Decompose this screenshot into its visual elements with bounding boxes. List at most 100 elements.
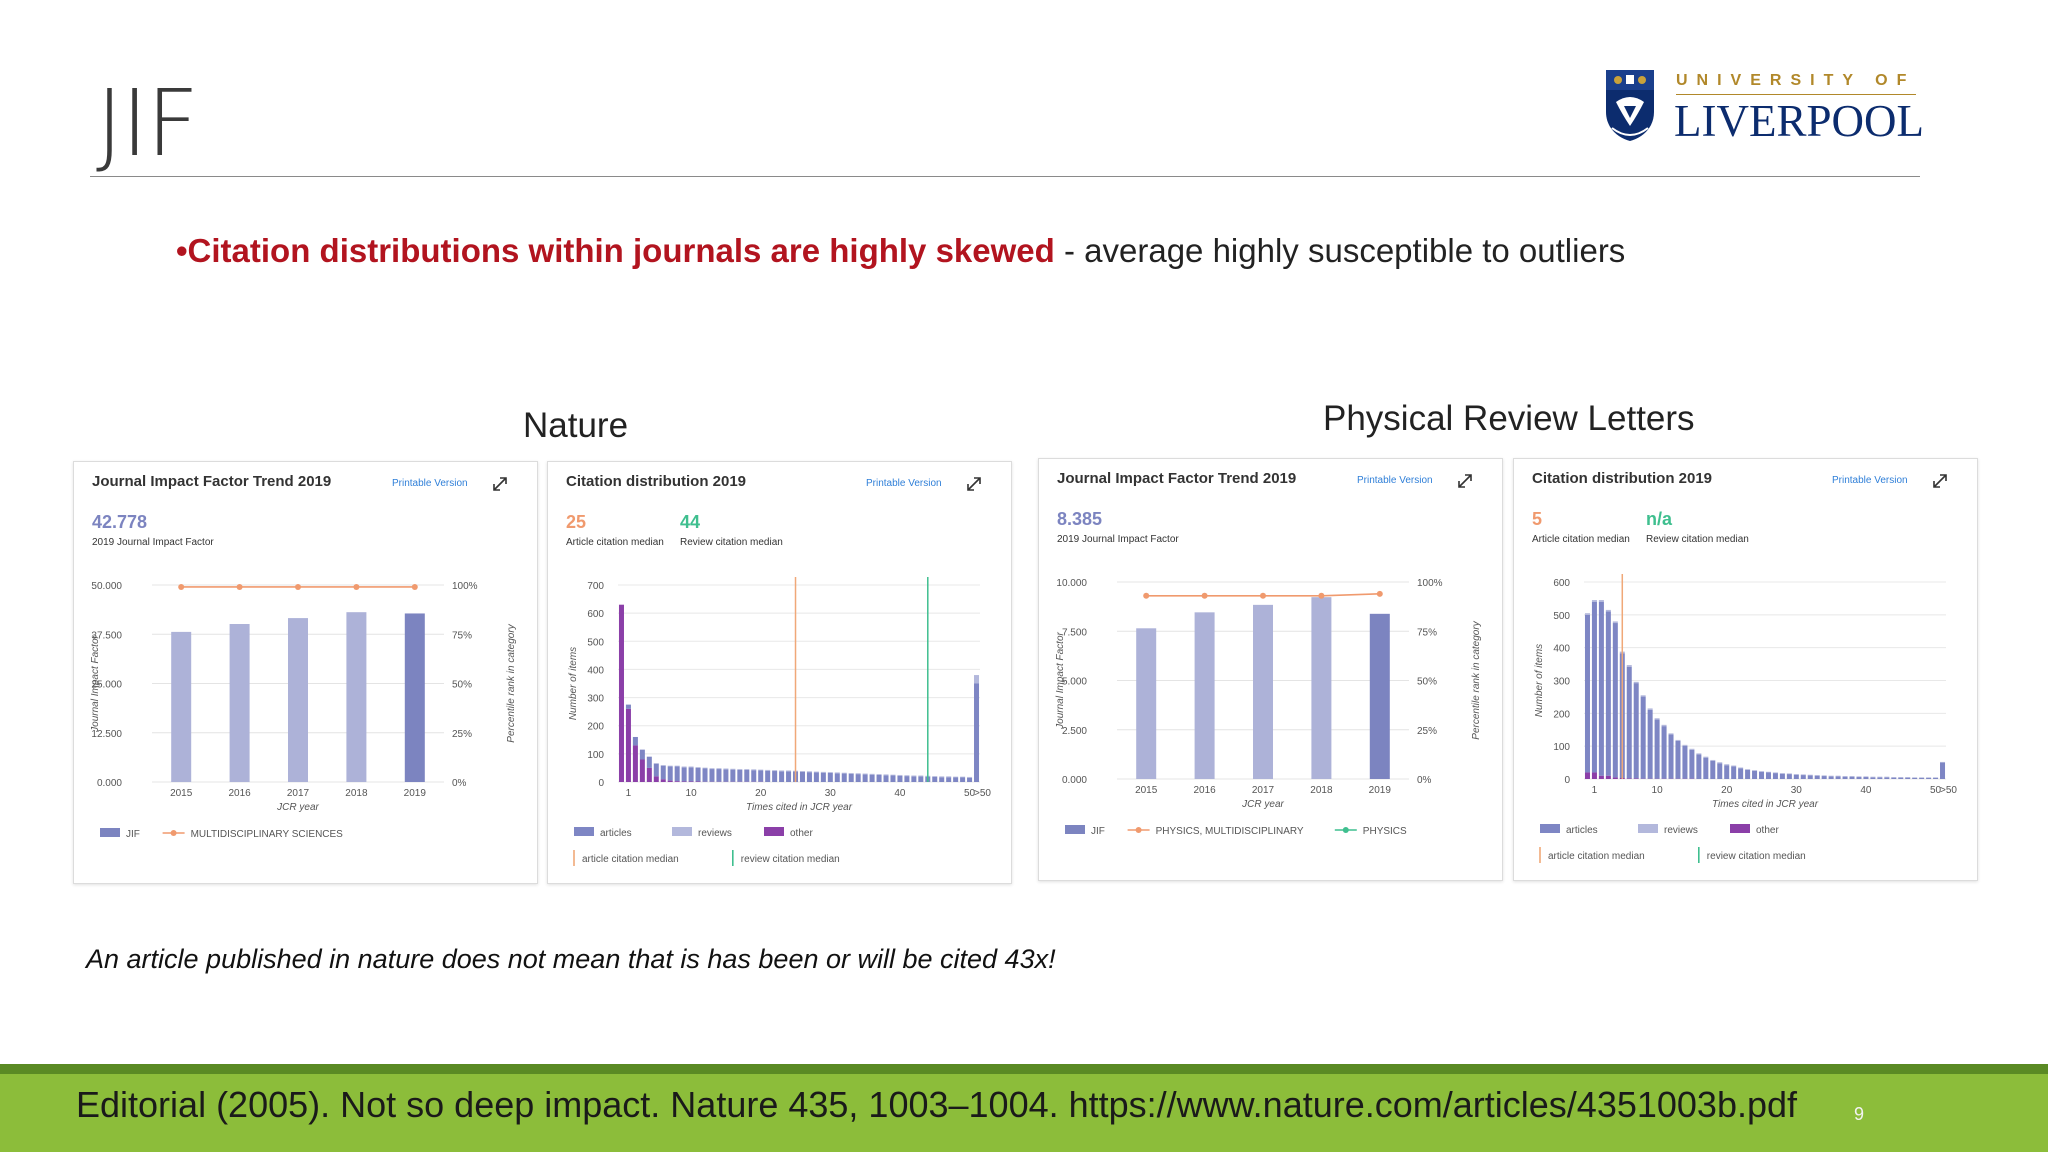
reviews-bar bbox=[1765, 771, 1771, 773]
expand-icon[interactable] bbox=[1933, 474, 1947, 488]
legend-label: other bbox=[1756, 825, 1779, 836]
legend-swatch bbox=[1065, 825, 1085, 834]
printable-version-link[interactable]: Printable Version bbox=[1357, 475, 1433, 486]
right-axis-label: Percentile rank in category bbox=[506, 623, 517, 742]
bullet-bold-text: •Citation distributions within journals … bbox=[176, 232, 1055, 269]
reviews-bar bbox=[1891, 777, 1897, 778]
reviews-bar bbox=[1605, 609, 1611, 612]
articles-bar bbox=[1905, 777, 1911, 779]
title-divider bbox=[90, 176, 1920, 177]
expand-icon[interactable] bbox=[1458, 474, 1472, 488]
y-tick-label: 0 bbox=[598, 778, 604, 789]
jif-bar bbox=[229, 624, 250, 782]
articles-bar bbox=[862, 774, 868, 782]
legend-label: review citation median bbox=[741, 854, 840, 865]
legend-swatch bbox=[1730, 824, 1750, 833]
articles-bar bbox=[688, 767, 694, 782]
legend-swatch bbox=[1638, 824, 1658, 833]
articles-bar bbox=[904, 776, 910, 782]
articles-bar bbox=[1793, 774, 1799, 779]
articles-bar bbox=[1731, 766, 1737, 779]
x-tick-label: 2017 bbox=[1252, 785, 1275, 796]
right-tick-label: 100% bbox=[1417, 578, 1443, 589]
reviews-bar bbox=[1877, 776, 1883, 778]
legend-label: article citation median bbox=[1548, 851, 1645, 862]
x-tick-label: 40 bbox=[1860, 785, 1872, 796]
x-tick-label: 20 bbox=[755, 788, 767, 799]
jif-value: 8.385 bbox=[1057, 509, 1102, 529]
y-tick-label: 7.500 bbox=[1062, 627, 1087, 638]
articles-bar bbox=[953, 777, 959, 782]
articles-bar bbox=[974, 683, 980, 782]
articles-bar bbox=[1626, 666, 1632, 779]
reviews-bar bbox=[688, 766, 694, 768]
articles-bar bbox=[1738, 768, 1744, 779]
x-axis-label: Times cited in JCR year bbox=[746, 802, 853, 813]
articles-bar bbox=[1786, 774, 1792, 779]
other-bar bbox=[660, 779, 666, 782]
jif-bar bbox=[346, 612, 367, 782]
jif-bar bbox=[1253, 604, 1273, 779]
panel-title: Journal Impact Factor Trend 2019 bbox=[1057, 470, 1296, 487]
articles-bar bbox=[1724, 765, 1730, 779]
articles-bar bbox=[1703, 757, 1709, 779]
other-bar bbox=[1584, 772, 1590, 779]
reviews-bar bbox=[1772, 772, 1778, 774]
y-tick-label: 200 bbox=[1553, 709, 1570, 720]
reviews-bar bbox=[855, 773, 861, 775]
other-bar bbox=[674, 781, 680, 782]
legend-label: JIF bbox=[1091, 826, 1105, 837]
legend-swatch bbox=[672, 827, 692, 836]
reviews-bar bbox=[1633, 681, 1639, 684]
reviews-bar bbox=[1752, 770, 1758, 771]
x-tick-label: 10 bbox=[1652, 785, 1664, 796]
reviews-bar bbox=[1696, 753, 1702, 755]
articles-bar bbox=[946, 777, 952, 782]
other-bar bbox=[1591, 772, 1597, 779]
reviews-bar bbox=[932, 776, 938, 777]
articles-bar bbox=[820, 772, 826, 782]
reviews-bar bbox=[660, 765, 666, 766]
expand-icon[interactable] bbox=[967, 477, 981, 491]
expand-icon[interactable] bbox=[493, 477, 507, 491]
reviews-bar bbox=[674, 765, 680, 767]
legend-point bbox=[1342, 827, 1349, 833]
articles-bar bbox=[772, 771, 778, 782]
articles-bar bbox=[799, 771, 805, 782]
reviews-bar bbox=[1591, 600, 1597, 602]
articles-bar bbox=[1912, 778, 1918, 779]
percentile-point bbox=[295, 583, 301, 590]
article-median-value: 25 bbox=[566, 512, 586, 532]
legend-label: articles bbox=[600, 828, 632, 839]
reviews-bar bbox=[841, 772, 847, 774]
printable-version-link[interactable]: Printable Version bbox=[1832, 475, 1908, 486]
articles-bar bbox=[1870, 777, 1876, 779]
y-tick-label: 500 bbox=[1553, 611, 1570, 622]
articles-bar bbox=[1682, 745, 1688, 779]
articles-bar bbox=[695, 767, 701, 782]
reviews-bar bbox=[786, 770, 792, 772]
reviews-bar bbox=[967, 776, 973, 778]
reviews-bar bbox=[1821, 775, 1827, 777]
articles-bar bbox=[702, 768, 708, 782]
printable-version-link[interactable]: Printable Version bbox=[392, 478, 468, 489]
chart-svg: Citation distribution 2019 Printable Vers… bbox=[1532, 470, 1957, 863]
other-bar bbox=[695, 781, 701, 782]
printable-version-link[interactable]: Printable Version bbox=[866, 478, 942, 489]
reviews-bar bbox=[883, 774, 889, 776]
reviews-bar bbox=[897, 774, 903, 776]
reviews-bar bbox=[1745, 769, 1751, 770]
articles-bar bbox=[1835, 776, 1841, 779]
y-tick-label: 600 bbox=[1553, 578, 1570, 589]
x-tick-label: 10 bbox=[686, 788, 698, 799]
reviews-bar bbox=[1584, 613, 1590, 615]
legend-label: MULTIDISCIPLINARY SCIENCES bbox=[191, 829, 344, 840]
reviews-bar bbox=[653, 763, 659, 764]
x-tick-label: 2017 bbox=[287, 788, 310, 799]
x-tick-label: 2019 bbox=[1369, 785, 1392, 796]
percentile-point bbox=[353, 583, 360, 590]
other-bar bbox=[1598, 775, 1604, 779]
legend-swatch bbox=[1540, 824, 1560, 833]
articles-bar bbox=[841, 773, 847, 782]
articles-bar bbox=[779, 771, 785, 782]
